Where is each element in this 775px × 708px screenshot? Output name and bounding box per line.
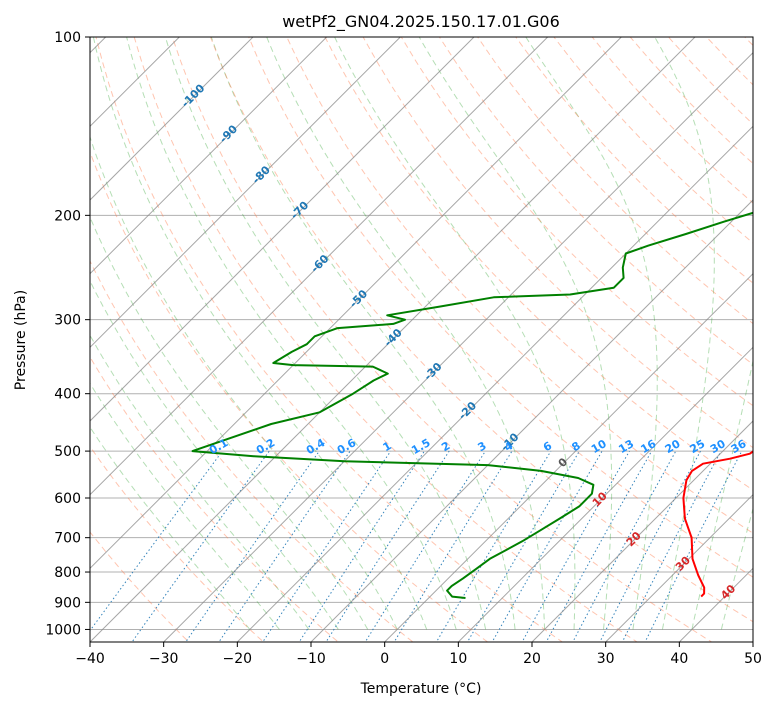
x-tick-label: −10 (296, 651, 326, 667)
dry-adiabat (90, 356, 339, 642)
moist-adiabat (210, 37, 516, 630)
mixing-ratio-line (572, 450, 677, 642)
moist-adiabat (525, 37, 658, 630)
y-tick-label: 500 (54, 444, 81, 460)
mixing-ratio-line (393, 450, 513, 642)
x-tick-label: 0 (380, 651, 389, 667)
dry-adiabat (324, 37, 753, 491)
temperature-profile-line (682, 450, 753, 598)
mixing-ratio-line (491, 450, 603, 642)
y-tick-label: 600 (54, 491, 81, 507)
y-axis-title: Pressure (hPa) (13, 290, 29, 390)
mixing-ratio-line (466, 450, 580, 642)
mixing-ratio-line (298, 450, 425, 642)
x-tick-label: 20 (523, 651, 541, 667)
x-tick-label: 10 (449, 651, 467, 667)
x-tick-label: −40 (75, 651, 105, 667)
isotherm (236, 125, 753, 642)
x-tick-label: −20 (223, 651, 253, 667)
plot-frame (89, 36, 754, 643)
dry-adiabat (90, 259, 414, 642)
moist-adiabat (90, 135, 398, 630)
dry-adiabat (515, 37, 753, 284)
isotherm (90, 37, 475, 422)
dry-adiabat (362, 37, 753, 449)
mixing-ratio-line (364, 450, 486, 642)
dry-adiabat (95, 37, 564, 642)
moist-adiabat (266, 37, 546, 630)
x-axis-title: Temperature (°C) (360, 681, 482, 697)
dry-adiabat (90, 531, 190, 642)
moist-adiabat (90, 279, 339, 630)
mixing-ratio-line (599, 450, 701, 642)
isotherm (163, 51, 753, 642)
plot-content: -100-90-80-70-60-50-40-30-20-10010203040… (90, 37, 753, 642)
dry-adiabat (171, 37, 713, 642)
moist-adiabat (164, 37, 487, 630)
dry-adiabat (90, 445, 265, 642)
y-tick-label: 1000 (45, 622, 81, 638)
moist-adiabat (92, 37, 428, 630)
y-tick-label: 200 (54, 208, 81, 224)
plot-area (90, 37, 753, 642)
moist-adiabat (720, 506, 753, 630)
isotherms (90, 37, 753, 642)
dry-adiabat (90, 150, 489, 642)
chart-title: wetPf2_GN04.2025.150.17.01.G06 (282, 12, 560, 32)
isotherm (310, 199, 753, 642)
mixing-ratio-lines (90, 450, 743, 642)
x-tick-label: 30 (597, 651, 615, 667)
pressure-gridlines (90, 37, 753, 630)
moist-adiabat (90, 215, 369, 630)
isotherm (90, 37, 328, 275)
dry-adiabat (248, 37, 753, 578)
dry-adiabats (90, 37, 753, 642)
isotherm (457, 346, 753, 642)
mixing-ratio-line (90, 450, 223, 632)
isotherm (90, 37, 696, 642)
x-tick-label: 40 (670, 651, 688, 667)
mixing-ratio-line (545, 450, 653, 642)
moist-adiabat (90, 334, 310, 630)
data-series (191, 211, 753, 599)
isotherm (90, 37, 254, 201)
dry-adiabat (133, 37, 638, 642)
y-axis: 100 200 300 400 500 600 700 800 900 1000 (45, 30, 90, 638)
y-tick-label: 300 (54, 313, 81, 329)
y-tick-label: 700 (54, 531, 81, 547)
isotherm (90, 37, 549, 496)
moist-adiabat (126, 37, 457, 630)
mixing-ratio-line (218, 450, 351, 642)
moist-adiabat (90, 426, 251, 630)
x-axis: −40 −30 −20 −10 0 10 20 30 40 50 (75, 642, 762, 667)
moist-adiabat (90, 382, 280, 630)
y-tick-label: 100 (54, 30, 81, 46)
isotherm (531, 420, 753, 642)
mixing-ratio-line (325, 450, 450, 642)
dry-adiabat (209, 37, 753, 623)
mixing-ratio-line (131, 450, 270, 642)
mixing-ratio-line (435, 450, 552, 642)
moist-adiabat (418, 37, 613, 630)
isotherm (90, 37, 622, 570)
isotherm (605, 493, 753, 642)
y-tick-label: 900 (54, 595, 81, 611)
mixing-ratio-line (262, 450, 392, 642)
isotherm (384, 272, 753, 642)
y-tick-label: 800 (54, 565, 81, 581)
x-tick-label: −30 (149, 651, 179, 667)
moist-adiabat (654, 37, 715, 630)
moist-adiabat (691, 358, 753, 630)
isotherm (90, 37, 401, 349)
x-tick-label: 50 (744, 651, 762, 667)
y-tick-label: 400 (54, 387, 81, 403)
dewpoint-profile-line (191, 211, 753, 599)
